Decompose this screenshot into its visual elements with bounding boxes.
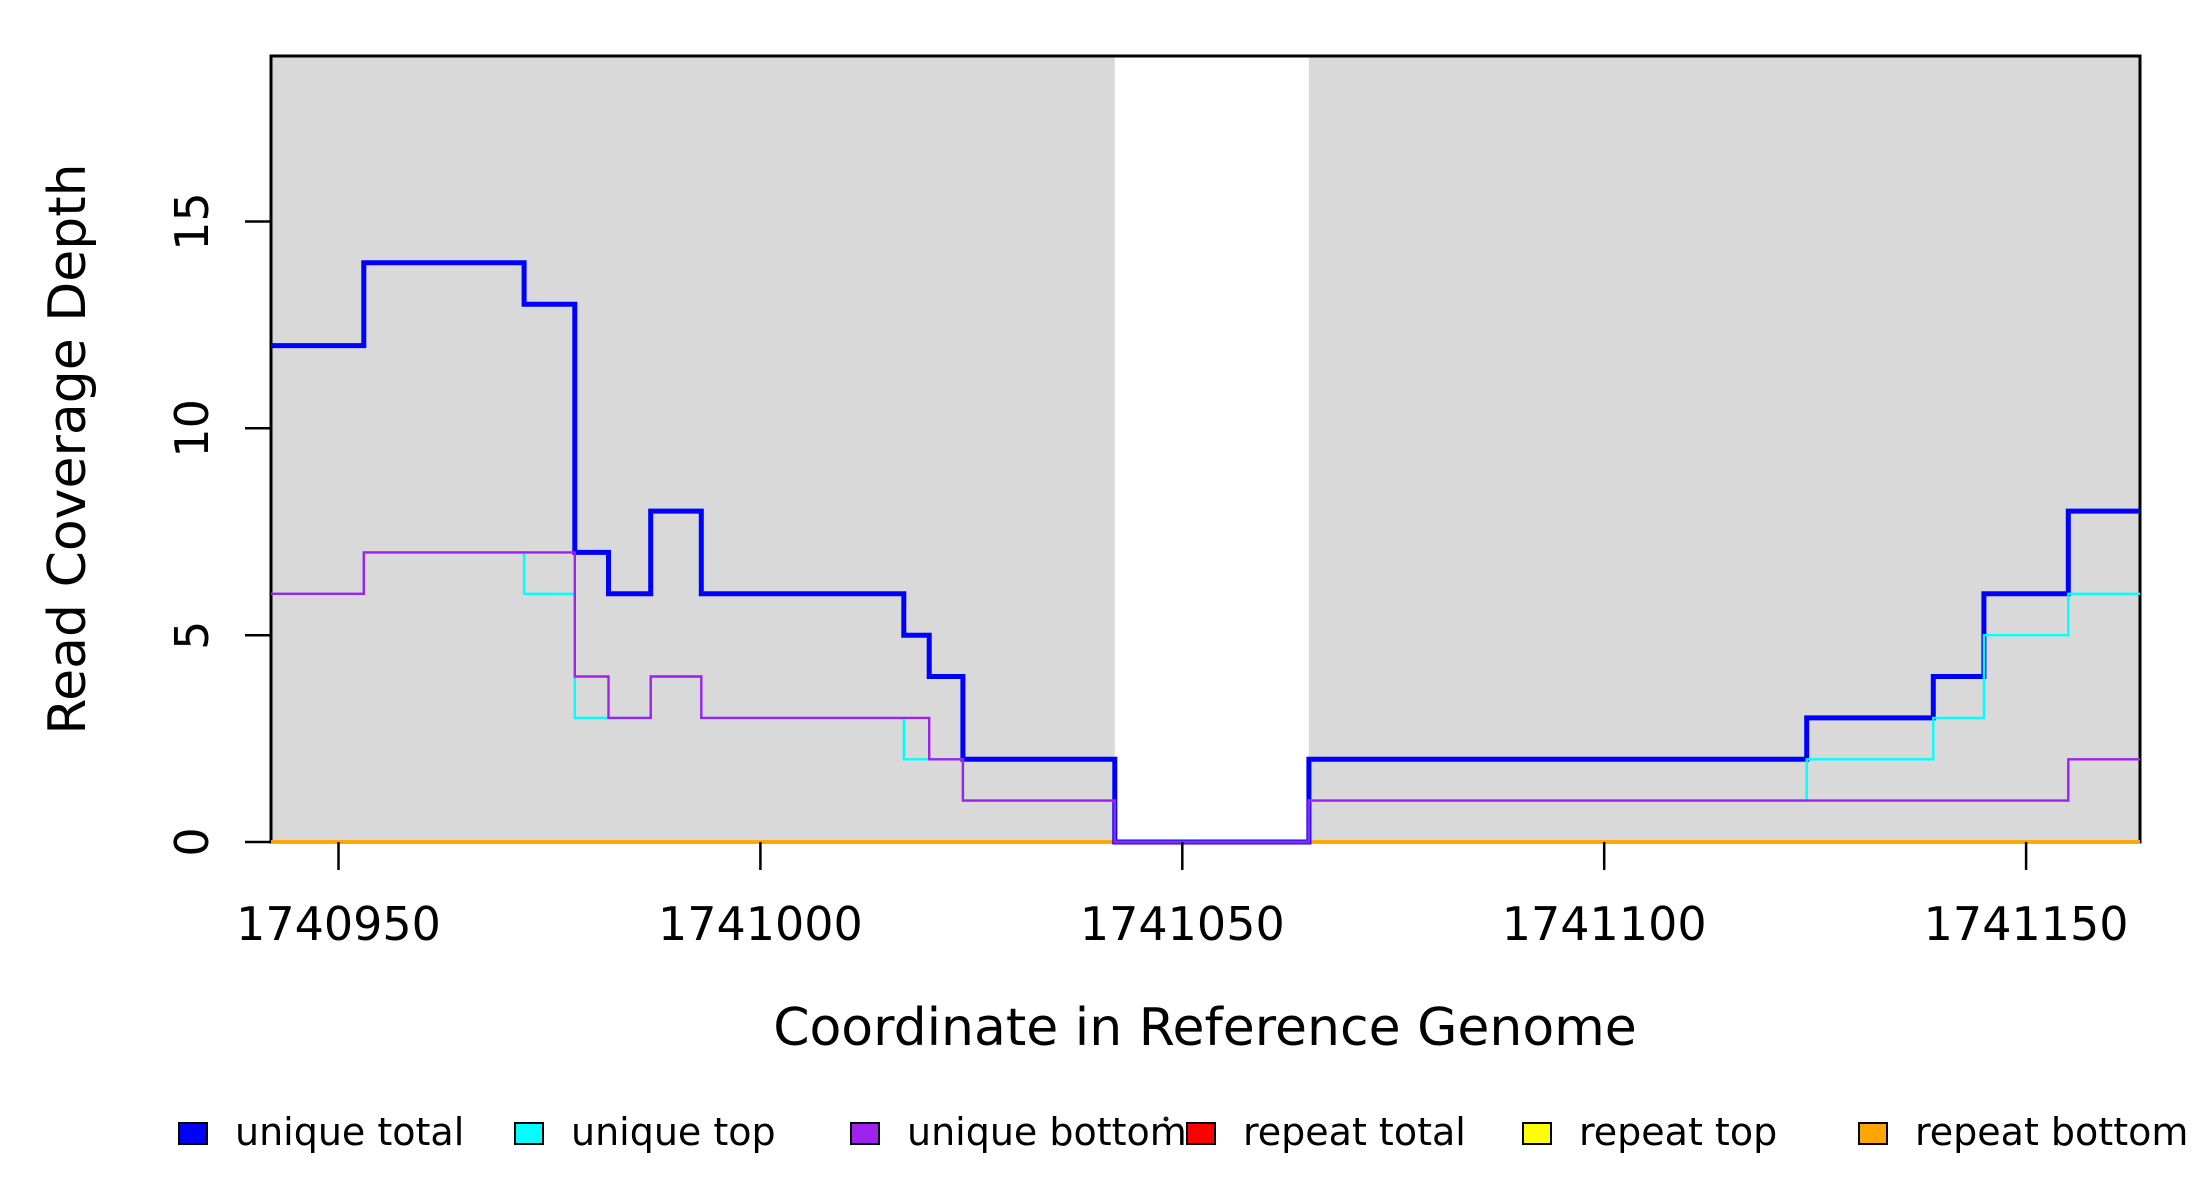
y-tick-label: 10: [165, 399, 219, 458]
legend-swatch-repeat-total: [1186, 1122, 1216, 1145]
legend-swatch-unique-top: [514, 1122, 544, 1145]
legend-swatch-unique-total: [178, 1122, 208, 1145]
legend-label-unique-bottom: unique bottom: [907, 1110, 1187, 1154]
stray-dot: [1163, 1116, 1169, 1122]
x-tick-label: 1741000: [658, 897, 863, 951]
axes: 1740950 1741000 1741050 1741100 1741150 0 5 10 1…: [165, 192, 2129, 951]
legend-label-repeat-bottom: repeat bottom: [1915, 1110, 2188, 1154]
legend-label-repeat-total: repeat total: [1243, 1110, 1466, 1154]
legend-swatch-unique-bottom: [850, 1122, 880, 1145]
x-axis-title: Coordinate in Reference Genome: [773, 998, 1637, 1058]
series-unique-total: [271, 260, 2140, 845]
legend-swatch-repeat-top: [1522, 1122, 1552, 1145]
legend-label-unique-top: unique top: [571, 1110, 776, 1154]
x-tick-label: 1740950: [236, 897, 441, 951]
x-tick-label: 1741050: [1080, 897, 1285, 951]
legend-label-repeat-top: repeat top: [1579, 1110, 1777, 1154]
legend-swatch-repeat-bottom: [1858, 1122, 1888, 1145]
y-tick-label: 0: [165, 827, 219, 856]
y-axis-title: Read Coverage Depth: [38, 163, 98, 734]
shaded-coverage-band: [271, 56, 1115, 842]
series-unique-bottom: [271, 551, 2140, 844]
x-tick-label: 1741100: [1502, 897, 1707, 951]
plot-area: [269, 54, 2142, 845]
y-tick-label: 15: [165, 192, 219, 251]
x-tick-label: 1741150: [1924, 897, 2129, 951]
shaded-coverage-band: [1308, 56, 2140, 842]
legend: unique total unique top unique bottom repea…: [178, 1110, 2188, 1154]
legend-label-unique-total: unique total: [235, 1110, 464, 1154]
y-tick-label: 5: [165, 621, 219, 650]
